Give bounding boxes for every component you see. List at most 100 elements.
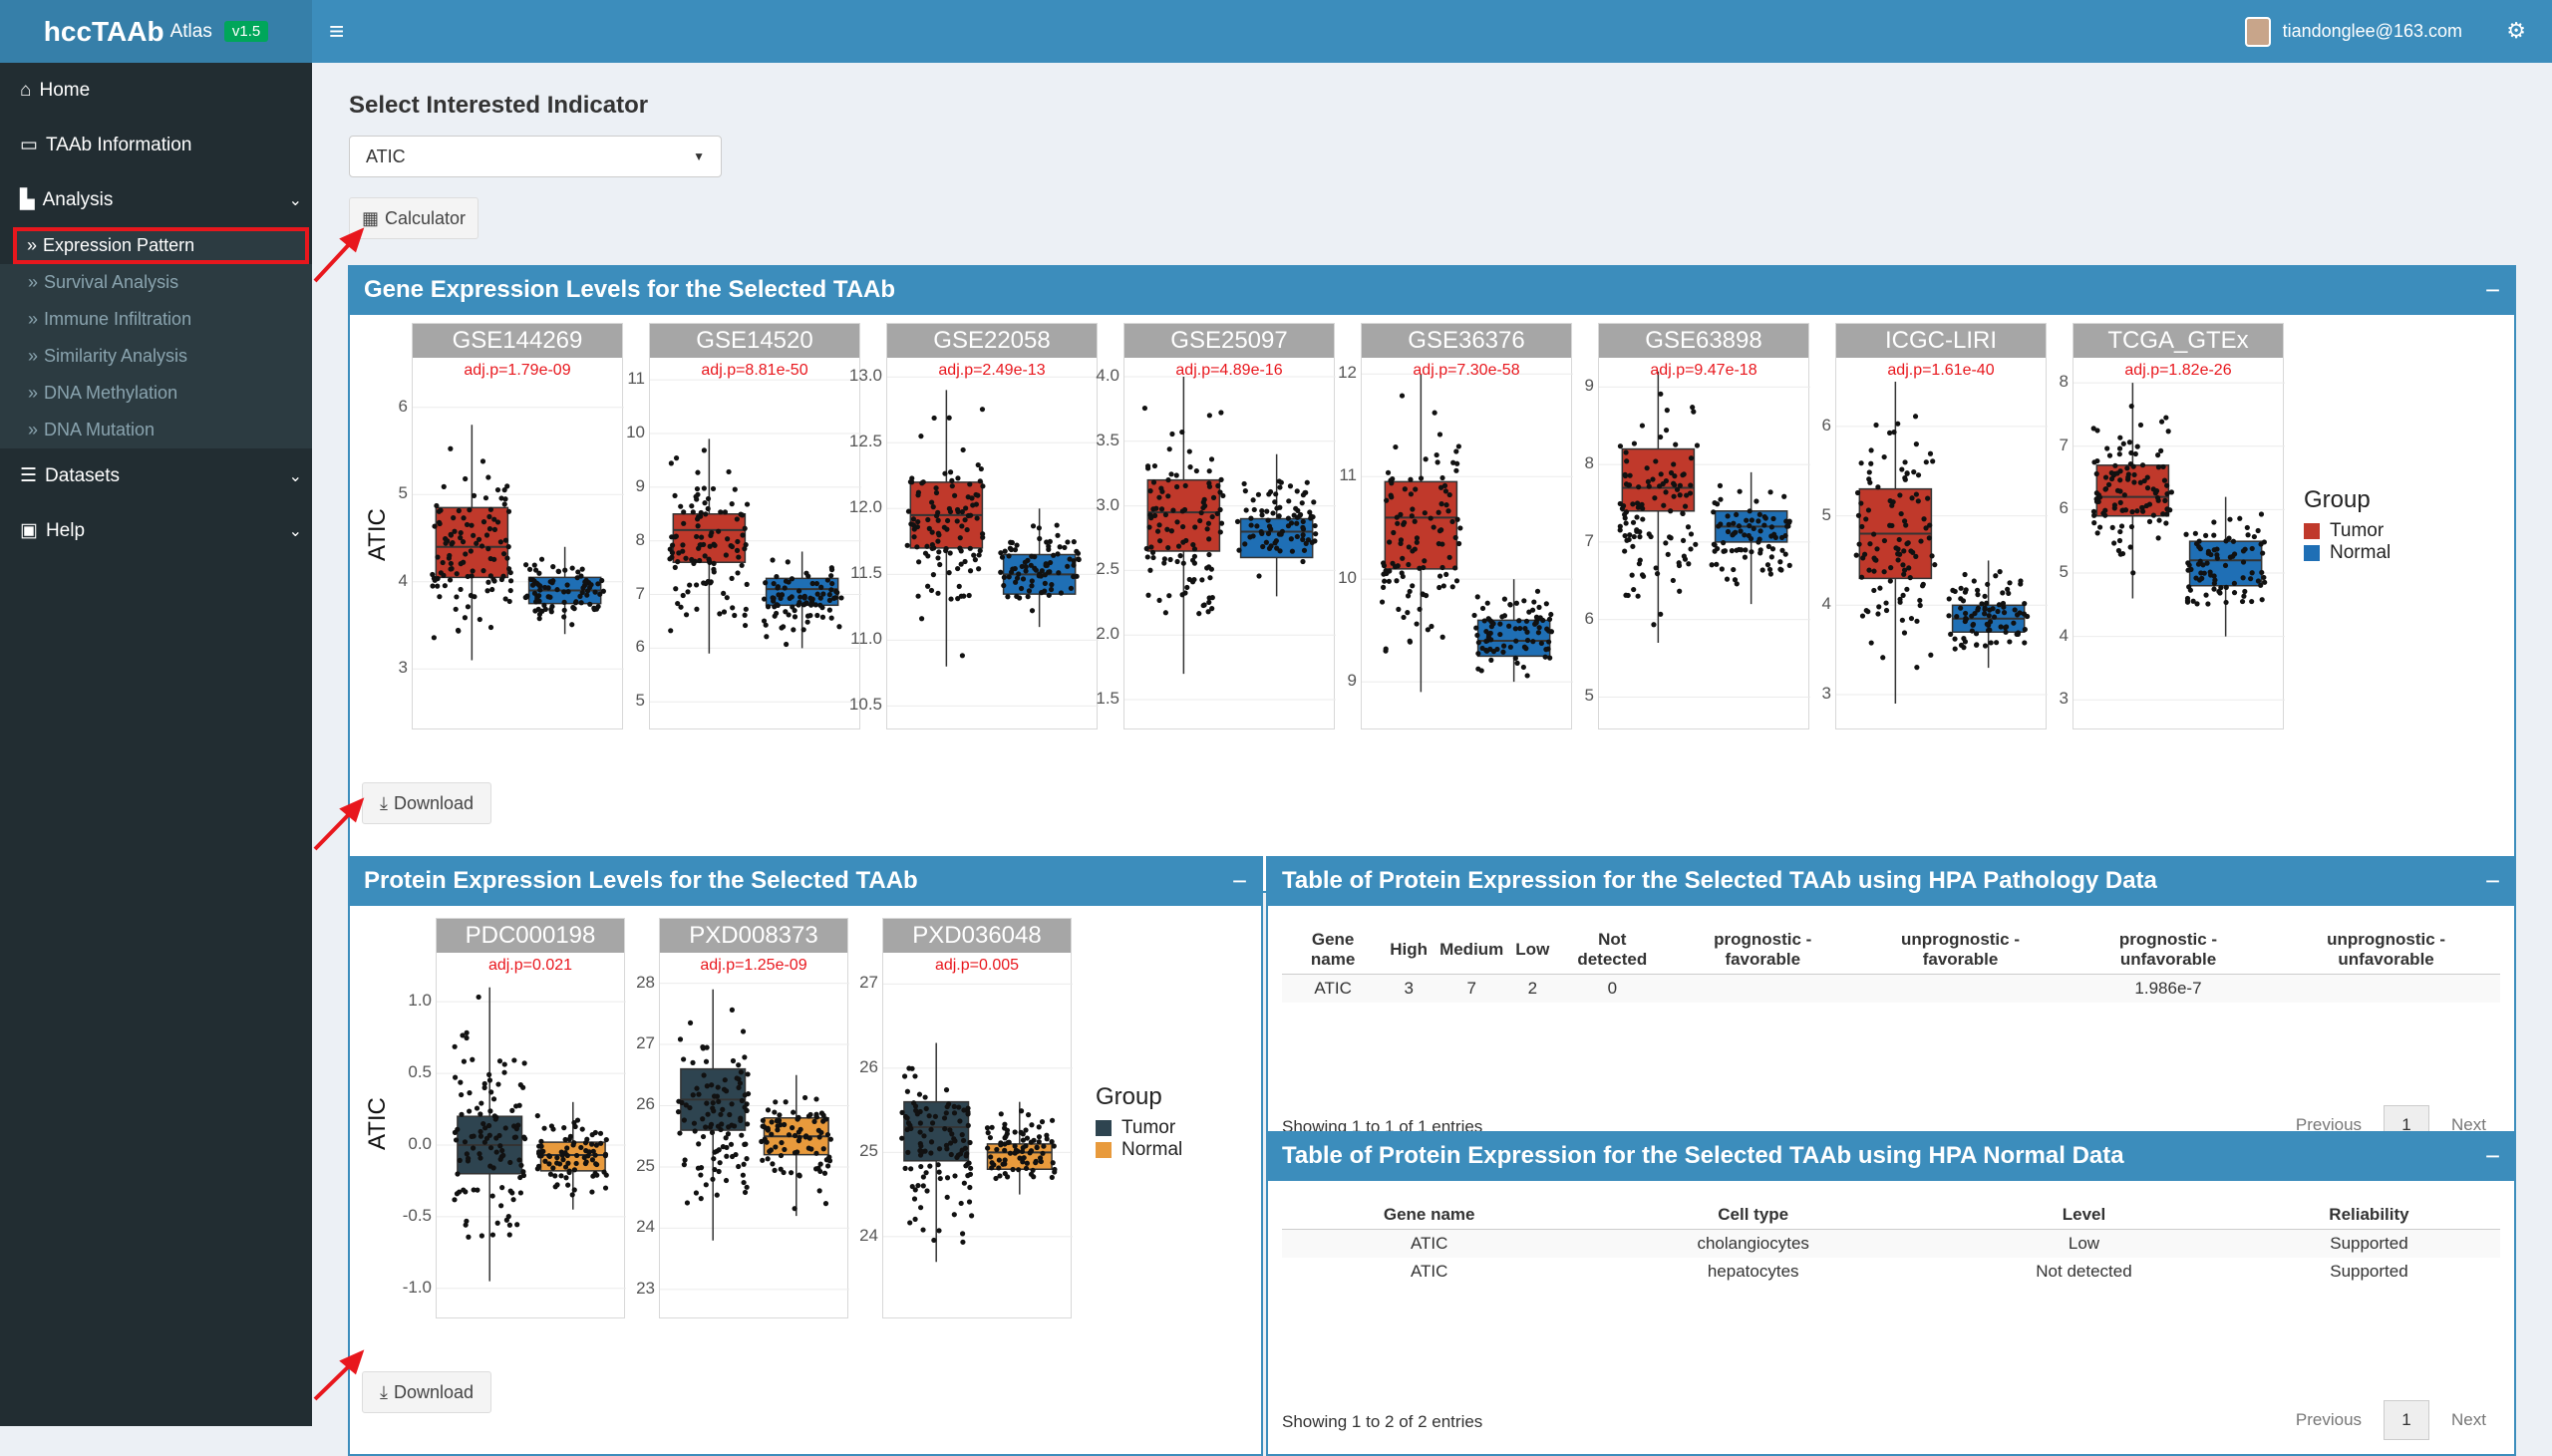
data-point	[1874, 546, 1879, 551]
data-point	[706, 557, 711, 562]
data-point	[1781, 494, 1786, 499]
data-point	[2117, 488, 2122, 493]
data-point	[1767, 567, 1772, 572]
data-point	[1014, 1148, 1019, 1153]
data-point	[1714, 562, 1719, 567]
sidebar-item-home[interactable]: ⌂Home	[0, 63, 312, 118]
sidebar-subitem-survival-analysis[interactable]: »Survival Analysis	[0, 264, 312, 301]
data-point	[2104, 445, 2109, 450]
data-point	[1406, 562, 1411, 567]
data-point	[1050, 1175, 1055, 1180]
column-header[interactable]: unprognostic - unfavorable	[2272, 926, 2500, 975]
data-point	[1982, 607, 1987, 612]
data-point	[1019, 1108, 1024, 1113]
column-header[interactable]: prognostic - unfavorable	[2065, 926, 2272, 975]
y-tick-label: -0.5	[392, 1206, 432, 1226]
data-point	[1145, 593, 1150, 598]
column-header[interactable]: Medium	[1434, 926, 1509, 975]
column-header[interactable]: Gene name	[1282, 926, 1384, 975]
gears-icon[interactable]: ⚙	[2506, 18, 2526, 44]
data-point	[2223, 563, 2228, 568]
user-menu[interactable]: tiandonglee@163.com	[2245, 0, 2462, 63]
data-point	[735, 516, 740, 521]
data-point	[560, 1153, 565, 1158]
data-point	[463, 551, 468, 556]
data-point	[689, 557, 694, 562]
y-tick-label: 12	[1317, 363, 1357, 383]
previous-page-button[interactable]: Previous	[2296, 1410, 2362, 1430]
download-protein-button[interactable]: ⤓Download	[362, 1371, 491, 1413]
sidebar-item-taab-information[interactable]: ▭TAAb Information	[0, 118, 312, 172]
data-point	[1927, 535, 1932, 540]
data-point	[787, 1132, 792, 1137]
data-point	[1636, 594, 1641, 599]
data-point	[937, 562, 942, 567]
data-point	[745, 582, 750, 587]
download-gene-button[interactable]: ⤓Download	[362, 782, 491, 824]
sidebar-subitem-similarity-analysis[interactable]: »Similarity Analysis	[0, 338, 312, 375]
hamburger-menu-icon[interactable]: ≡	[329, 16, 344, 47]
sidebar-subitem-dna-methylation[interactable]: »DNA Methylation	[0, 375, 312, 412]
data-point	[478, 1155, 482, 1160]
column-header[interactable]: Gene name	[1282, 1201, 1576, 1230]
data-point	[1963, 611, 1968, 616]
data-point	[1901, 548, 1906, 553]
minimize-icon[interactable]: −	[2485, 275, 2500, 306]
data-point	[696, 1166, 701, 1171]
data-point	[729, 1122, 734, 1127]
sidebar-item-analysis[interactable]: ▙Analysis⌄	[0, 172, 312, 227]
column-header[interactable]: High	[1384, 926, 1434, 975]
column-header[interactable]: Low	[1509, 926, 1555, 975]
data-point	[487, 1077, 492, 1082]
data-point	[1535, 589, 1540, 594]
data-point	[1500, 650, 1505, 655]
data-point	[1424, 456, 1429, 461]
page-1-button[interactable]: 1	[2384, 1400, 2429, 1440]
data-point	[1677, 589, 1682, 594]
data-point	[1638, 558, 1643, 563]
data-point	[454, 594, 459, 599]
data-point	[1671, 578, 1676, 583]
column-header[interactable]: prognostic - favorable	[1669, 926, 1856, 975]
column-header[interactable]: Not detected	[1555, 926, 1669, 975]
data-point	[949, 478, 954, 483]
data-point	[1410, 583, 1415, 588]
adj-p-label: adj.p=2.49e-13	[887, 362, 1097, 380]
app-logo[interactable]: hccTAAb Atlas v1.5	[0, 0, 312, 63]
y-tick-label: 1.0	[392, 991, 432, 1011]
column-header[interactable]: unprognostic - favorable	[1856, 926, 2065, 975]
minimize-icon[interactable]: −	[2485, 1141, 2500, 1172]
sidebar-item-help[interactable]: ▣Help⌄	[0, 503, 312, 558]
data-point	[1854, 553, 1859, 558]
sidebar-subitem-dna-mutation[interactable]: »DNA Mutation	[0, 412, 312, 448]
data-point	[825, 1163, 830, 1168]
minimize-icon[interactable]: −	[1232, 866, 1247, 897]
data-point	[682, 1117, 687, 1122]
data-point	[478, 1100, 483, 1105]
data-point	[797, 600, 801, 605]
sidebar-subitem-expression-pattern[interactable]: »Expression Pattern	[13, 227, 309, 264]
data-point	[1206, 521, 1211, 526]
column-header[interactable]: Reliability	[2238, 1201, 2500, 1230]
data-point	[1290, 549, 1295, 554]
data-point	[589, 1142, 594, 1147]
data-point	[1071, 574, 1076, 579]
minimize-icon[interactable]: −	[2485, 866, 2500, 897]
calculator-button[interactable]: ▦Calculator	[349, 197, 478, 239]
data-point	[1387, 539, 1392, 544]
data-point	[1895, 551, 1900, 556]
next-page-button[interactable]: Next	[2451, 1410, 2486, 1430]
sidebar-subitem-immune-infiltration[interactable]: »Immune Infiltration	[0, 301, 312, 338]
data-point	[998, 1142, 1003, 1147]
column-header[interactable]: Cell type	[1576, 1201, 1930, 1230]
data-point	[1029, 1148, 1034, 1153]
column-header[interactable]: Level	[1930, 1201, 2238, 1230]
data-point	[694, 582, 699, 587]
indicator-select[interactable]: ATIC ▼	[349, 136, 722, 177]
data-point	[1928, 653, 1933, 658]
data-point	[1043, 581, 1048, 586]
data-point	[1475, 667, 1480, 672]
data-point	[1014, 542, 1019, 547]
sidebar-item-datasets[interactable]: ☰Datasets⌄	[0, 448, 312, 503]
data-point	[2001, 601, 2006, 606]
